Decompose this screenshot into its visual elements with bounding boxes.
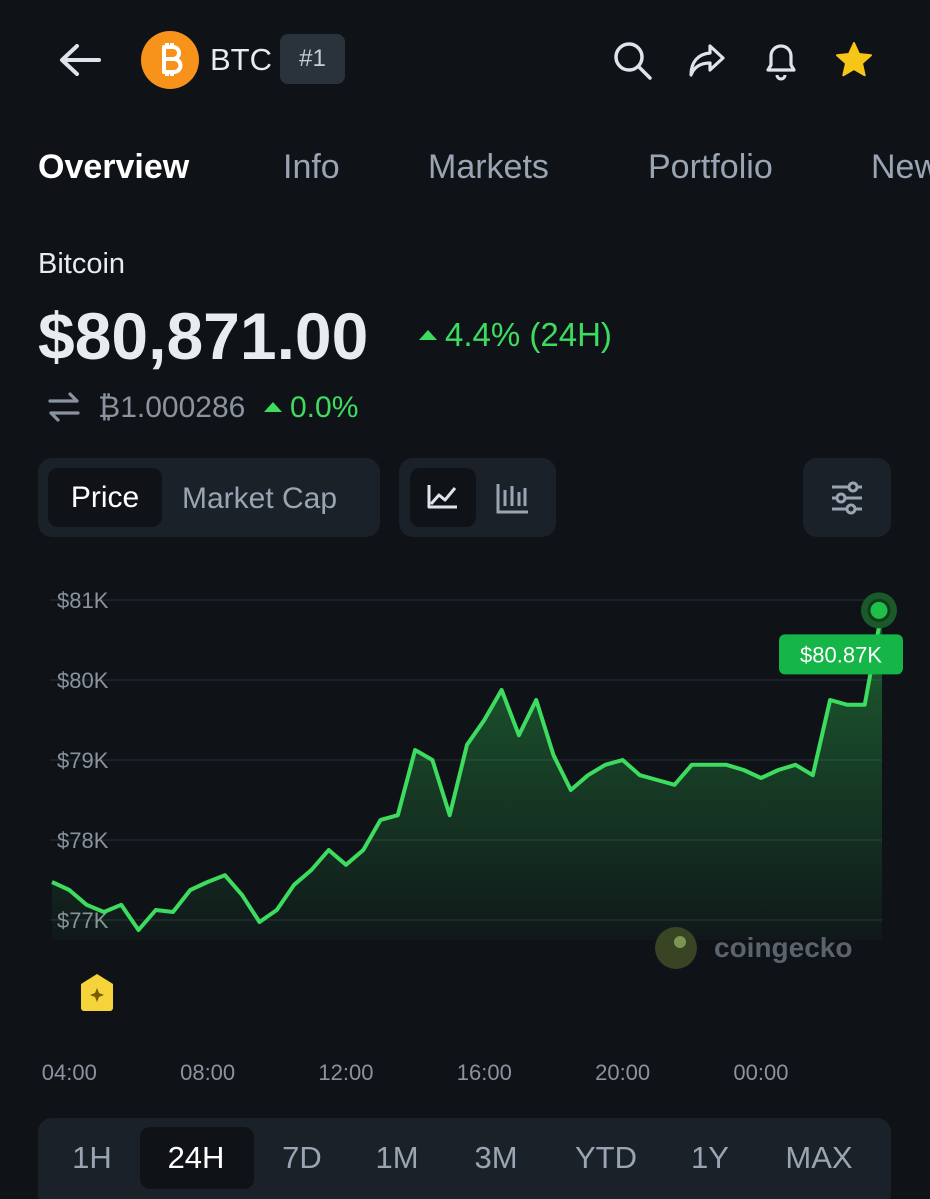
- symbol: BTC: [210, 42, 272, 77]
- toggle-option[interactable]: Market Cap: [182, 482, 338, 515]
- tab[interactable]: Overview: [38, 148, 190, 186]
- range-option[interactable]: 1Y: [691, 1140, 729, 1175]
- candle-type-button[interactable]: [494, 478, 532, 518]
- btc-price: ₿1.000286: [98, 391, 246, 424]
- y-tick-label: $80K: [57, 668, 109, 693]
- range-option[interactable]: 24H: [167, 1140, 225, 1175]
- range-option[interactable]: MAX: [785, 1140, 853, 1175]
- x-tick-label: 16:00: [457, 1060, 512, 1085]
- price: $80,871.00: [38, 299, 369, 373]
- range-option[interactable]: 1H: [72, 1140, 112, 1175]
- last-point: [867, 598, 891, 622]
- watermark-logo: [655, 927, 697, 969]
- up-arrow: [419, 330, 437, 340]
- swap-icon: [48, 392, 80, 422]
- event-badge[interactable]: [78, 972, 116, 1012]
- area: [52, 610, 882, 940]
- up-arrow: [264, 402, 282, 412]
- alert-icon[interactable]: [760, 38, 802, 82]
- toggle-option[interactable]: Price: [48, 468, 162, 527]
- range-option[interactable]: YTD: [575, 1140, 637, 1175]
- y-tick-label: $78K: [57, 828, 109, 853]
- range-selected: [140, 1127, 254, 1189]
- coin-name: Bitcoin: [38, 248, 126, 280]
- y-tick-label: $79K: [57, 748, 109, 773]
- value-label-bg: [779, 634, 903, 675]
- share-icon[interactable]: [686, 40, 728, 82]
- range-option[interactable]: 7D: [282, 1140, 322, 1175]
- tab[interactable]: Markets: [428, 148, 549, 186]
- search-icon[interactable]: [612, 40, 654, 82]
- watermark: coingecko: [714, 932, 853, 963]
- tab[interactable]: News: [871, 148, 930, 186]
- price-line: [51, 610, 884, 932]
- x-tick-label: 08:00: [180, 1060, 235, 1085]
- back-button[interactable]: [55, 40, 105, 80]
- range-option[interactable]: 3M: [474, 1140, 518, 1175]
- settings-button[interactable]: [803, 458, 891, 537]
- x-tick-label: 12:00: [318, 1060, 373, 1085]
- x-tick-label: 04:00: [42, 1060, 97, 1085]
- price-change: 4.4% (24H): [445, 316, 612, 353]
- btc-change: 0.0%: [290, 391, 359, 424]
- value-label: $80.87K: [800, 642, 882, 667]
- tab[interactable]: Portfolio: [648, 148, 773, 186]
- y-tick-label: $81K: [57, 588, 109, 613]
- btc-logo: [141, 31, 199, 89]
- x-tick-label: 00:00: [733, 1060, 788, 1085]
- range-option[interactable]: 1M: [375, 1140, 419, 1175]
- line-type-button[interactable]: [410, 468, 476, 527]
- x-tick-label: 20:00: [595, 1060, 650, 1085]
- tab[interactable]: Info: [283, 148, 340, 186]
- favorite-icon[interactable]: [834, 40, 874, 80]
- rank-badge: #1: [280, 34, 345, 84]
